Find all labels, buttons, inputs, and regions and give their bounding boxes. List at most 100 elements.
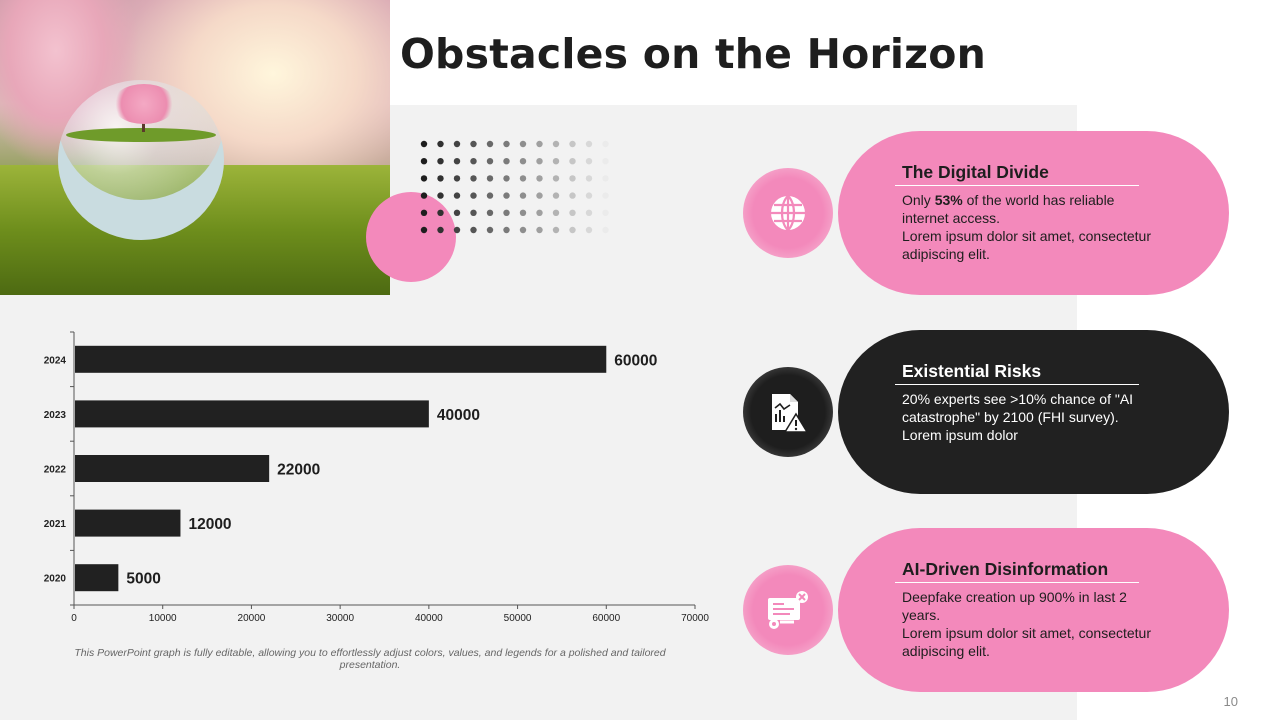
decorative-dot (453, 226, 461, 234)
risk-report-icon-badge (743, 367, 833, 457)
y-tick-label: 2022 (44, 465, 67, 476)
bar-2021 (75, 509, 181, 537)
card-divider (895, 185, 1139, 186)
decorative-dot (453, 140, 461, 148)
bar-2022 (75, 455, 270, 482)
decorative-dot (585, 158, 593, 165)
decorative-dot (453, 209, 461, 216)
decorative-dot (519, 226, 527, 234)
decorative-dot (420, 158, 428, 165)
decorative-dot (569, 140, 576, 148)
decorative-dot (486, 158, 494, 165)
decorative-dot (420, 192, 428, 199)
decorative-dot (420, 209, 428, 216)
decorative-dot (585, 192, 593, 199)
decorative-dot (552, 192, 560, 199)
decorative-dot (503, 192, 510, 199)
decorative-dot (470, 140, 477, 148)
x-tick-label: 10000 (149, 613, 177, 624)
decorative-dot (602, 140, 609, 148)
decorative-dot (552, 226, 560, 234)
page-number: 10 (1223, 694, 1238, 709)
decorative-dot (519, 209, 527, 216)
decorative-dot (552, 158, 560, 165)
globe-icon (771, 195, 805, 231)
decorative-pink-circle (366, 192, 456, 282)
decorative-dot (536, 140, 543, 148)
decorative-dot (602, 226, 609, 234)
decorative-dot (602, 158, 609, 165)
decorative-dot (437, 140, 444, 148)
decorative-dot (437, 226, 444, 234)
decorative-dot (552, 209, 560, 216)
data-label: 5000 (126, 571, 160, 588)
decorative-dot-grid (420, 140, 609, 234)
decorative-dot (470, 175, 477, 182)
decorative-dot (536, 209, 543, 216)
card-divider (895, 582, 1139, 583)
x-tick-label: 70000 (681, 613, 709, 624)
decorative-dot (470, 158, 477, 165)
orb-moss (66, 128, 216, 142)
decorative-dot (503, 158, 510, 165)
decorative-dot (585, 140, 593, 148)
risk-report-icon (772, 394, 809, 433)
card-title: AI-Driven Disinformation (902, 559, 1109, 579)
bar-2024 (75, 345, 607, 373)
fake-news-icon (768, 591, 808, 629)
y-tick-label: 2023 (44, 410, 67, 421)
card-divider (895, 384, 1139, 385)
sapling-blossom (112, 84, 176, 124)
slide-title: Obstacles on the Horizon (400, 30, 986, 78)
decorative-dot (585, 226, 593, 234)
decorative-dot (536, 192, 543, 199)
decorative-dot (437, 175, 444, 182)
data-label: 40000 (437, 407, 480, 424)
card-text: 20% experts see >10% chance of "AI catas… (902, 391, 1134, 443)
x-tick-label: 60000 (592, 613, 620, 624)
decorative-dot (585, 175, 593, 182)
decorative-dot (536, 175, 543, 182)
decorative-dot (602, 192, 609, 199)
decorative-dot (569, 175, 576, 182)
decorative-dot (536, 158, 543, 165)
decorative-dot (486, 226, 494, 234)
decorative-dot (470, 192, 477, 199)
decorative-dot (437, 158, 444, 165)
decorative-dot (552, 140, 560, 148)
decorative-dot (602, 209, 609, 216)
y-tick-label: 2020 (44, 574, 67, 585)
card-text: Deepfake creation up 900% in last 2 year… (902, 589, 1151, 659)
decorative-dot (437, 209, 444, 216)
data-label: 22000 (277, 462, 320, 479)
decorative-dot (503, 209, 510, 216)
decorative-dot (503, 226, 510, 234)
decorative-dot (569, 158, 576, 165)
decorative-dot (536, 226, 543, 234)
data-label: 12000 (188, 516, 231, 533)
data-label: 60000 (614, 352, 657, 369)
decorative-dot (486, 175, 494, 182)
bar-chart: 0 10000 20000 30000 40000 50000 60000 70000 2020… (44, 331, 709, 624)
card-ai-disinformation: AI-Driven Disinformation Deepfake creati… (838, 528, 1229, 692)
decorative-dot (437, 192, 444, 199)
decorative-dot (453, 175, 461, 182)
card-highlight: 53% (934, 192, 963, 208)
chart-caption: This PowerPoint graph is fully editable,… (74, 647, 666, 671)
card-title: Existential Risks (902, 361, 1042, 381)
decorative-dot (569, 226, 576, 234)
decorative-dot (420, 175, 428, 182)
decorative-dot (486, 140, 494, 148)
decorative-dot (453, 158, 461, 165)
globe-icon-badge (743, 168, 833, 258)
bar-2020 (75, 564, 119, 592)
decorative-dot (420, 226, 428, 234)
card-text: Only 53% of the world has reliable inter… (902, 192, 1151, 262)
decorative-dot (569, 192, 576, 199)
orb-meadow-photo (0, 0, 390, 295)
decorative-dot (470, 209, 477, 216)
x-tick-label: 20000 (238, 613, 266, 624)
decorative-dot (486, 209, 494, 216)
y-tick-label: 2024 (44, 355, 67, 366)
decorative-dot (486, 192, 494, 199)
